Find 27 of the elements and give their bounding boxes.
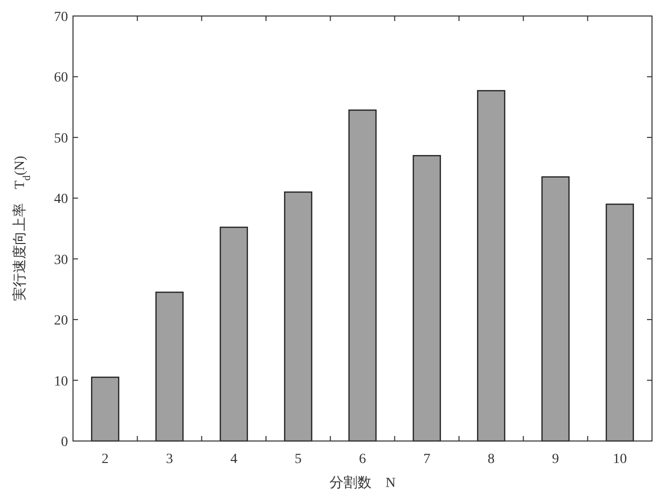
bar — [606, 204, 634, 442]
y-tick-label: 70 — [54, 10, 68, 25]
bar — [477, 90, 506, 442]
x-tick-label: 3 — [166, 452, 173, 467]
bar — [220, 226, 248, 442]
x-tick-label: 6 — [359, 452, 366, 467]
y-tick-label: 0 — [61, 435, 68, 450]
bar — [412, 155, 441, 442]
y-tick-label: 50 — [54, 131, 68, 146]
y-tick-label: 20 — [54, 314, 68, 329]
y-tick-label: 10 — [54, 374, 68, 390]
x-tick-label: 5 — [294, 452, 302, 467]
y-tick-label: 60 — [54, 70, 68, 86]
x-axis-title: 分割数 N — [329, 475, 396, 491]
bar — [348, 110, 377, 442]
bar — [541, 176, 570, 442]
x-tick-label: 8 — [488, 452, 495, 467]
x-tick-label: 9 — [552, 452, 559, 467]
x-tick-label: 10 — [612, 452, 627, 467]
y-tick-label: 30 — [54, 252, 68, 268]
x-tick-label: 2 — [102, 452, 109, 467]
bar — [155, 292, 184, 442]
bar — [284, 191, 312, 442]
bar — [91, 376, 120, 442]
x-tick-label: 7 — [423, 452, 430, 467]
x-tick-label: 4 — [230, 452, 238, 467]
y-tick-label: 40 — [54, 192, 68, 208]
